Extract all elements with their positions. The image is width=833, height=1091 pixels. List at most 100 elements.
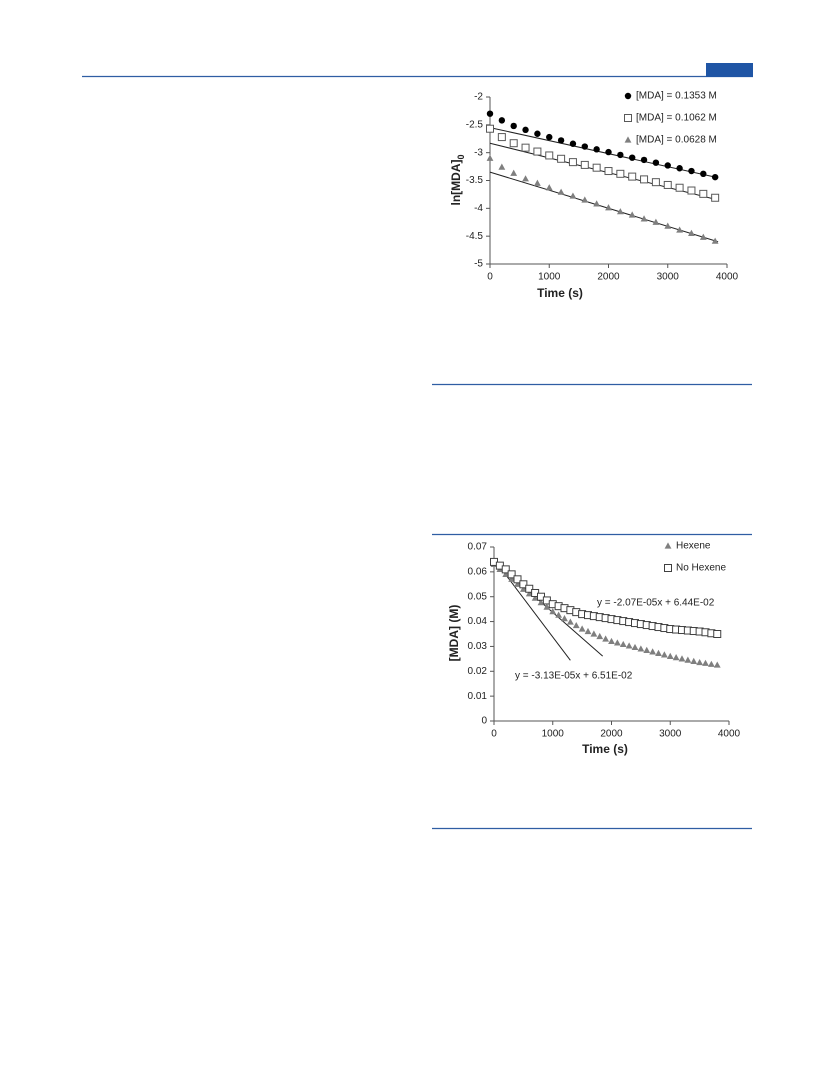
y-axis-title-main: [MDA] (M) xyxy=(447,605,461,662)
y-tick-label: -2 xyxy=(474,92,483,103)
y-tick-label: 0.02 xyxy=(468,666,488,677)
y-tick-label: 0.03 xyxy=(468,641,488,652)
marker-triangle xyxy=(605,204,612,211)
marker-triangle xyxy=(678,655,686,662)
y-tick-label: 0.05 xyxy=(468,591,488,602)
marker-triangle xyxy=(584,627,592,635)
x-tick-label: 1000 xyxy=(538,272,561,283)
marker-square xyxy=(651,178,660,187)
marker-triangle xyxy=(707,660,715,667)
marker-triangle xyxy=(688,229,695,236)
marker-circle xyxy=(522,126,529,134)
marker-square xyxy=(501,565,510,574)
marker-triangle xyxy=(531,594,539,601)
marker-square xyxy=(545,151,554,160)
marker-circle xyxy=(711,173,719,181)
marker-circle xyxy=(557,137,565,144)
y-tick-label: -4 xyxy=(474,203,483,214)
marker-square xyxy=(507,570,516,579)
marker-circle xyxy=(676,165,683,172)
marker-square xyxy=(675,183,684,192)
legend-label: No Hexene xyxy=(676,563,726,574)
marker-triangle xyxy=(502,570,510,577)
marker-square xyxy=(592,163,601,172)
marker-triangle xyxy=(569,192,577,199)
marker-triangle xyxy=(566,618,574,625)
marker-circle xyxy=(546,133,553,141)
marker-square xyxy=(513,575,522,584)
marker-triangle xyxy=(619,640,627,648)
marker-triangle xyxy=(628,211,636,218)
marker-circle xyxy=(534,130,541,137)
marker-triangle xyxy=(508,575,516,582)
y-tick-label: -3 xyxy=(474,147,483,158)
legend-marker xyxy=(664,564,672,572)
y-tick-label: -4.5 xyxy=(466,231,484,242)
legend-label: [MDA] = 0.1353 M xyxy=(636,91,717,102)
marker-triangle xyxy=(537,599,545,606)
y-tick-label: -5 xyxy=(474,259,483,270)
marker-triangle xyxy=(596,632,604,640)
marker-triangle xyxy=(684,656,692,663)
marker-circle xyxy=(629,154,636,161)
marker-triangle xyxy=(519,585,527,592)
marker-square xyxy=(616,169,625,178)
marker-square xyxy=(699,189,708,198)
marker-triangle xyxy=(578,625,586,632)
x-tick-label: 0 xyxy=(491,729,497,740)
y-tick-label: -2.5 xyxy=(466,119,484,130)
marker-triangle xyxy=(616,208,624,215)
marker-triangle xyxy=(608,637,615,645)
marker-triangle xyxy=(666,652,674,659)
y-tick-label: 0.07 xyxy=(468,542,488,553)
x-tick-label: 3000 xyxy=(659,729,682,740)
marker-triangle xyxy=(590,630,598,637)
y-tick-label: 0.04 xyxy=(468,616,488,627)
marker-circle xyxy=(569,140,577,147)
marker-triangle xyxy=(631,643,639,651)
marker-circle xyxy=(700,170,707,178)
legend-marker xyxy=(624,136,632,143)
marker-square xyxy=(519,580,528,589)
marker-circle xyxy=(664,162,671,169)
marker-triangle xyxy=(545,184,553,191)
y-tick-label: 0.06 xyxy=(468,566,488,577)
marker-square xyxy=(486,124,494,133)
marker-triangle xyxy=(581,196,589,203)
marker-triangle xyxy=(643,646,651,654)
marker-square xyxy=(568,158,577,167)
marker-square xyxy=(509,139,518,148)
marker-circle xyxy=(617,151,624,159)
legend-label: [MDA] = 0.1062 M xyxy=(636,113,717,124)
marker-square xyxy=(580,160,589,169)
x-tick-label: 4000 xyxy=(718,729,741,740)
y-axis-title: ln[MDA]0 xyxy=(449,155,466,206)
marker-triangle xyxy=(649,648,657,655)
x-axis-title: Time (s) xyxy=(582,742,628,756)
marker-triangle xyxy=(572,621,580,629)
y-tick-label: -3.5 xyxy=(466,175,484,186)
marker-circle xyxy=(605,148,612,156)
marker-square xyxy=(713,630,722,638)
marker-square xyxy=(497,133,506,142)
x-tick-label: 1000 xyxy=(542,729,565,740)
marker-triangle xyxy=(522,175,529,182)
marker-triangle xyxy=(711,237,719,244)
marker-circle xyxy=(688,167,695,175)
marker-triangle xyxy=(613,639,621,646)
x-tick-label: 0 xyxy=(487,272,493,283)
legend-marker xyxy=(664,542,672,549)
marker-triangle xyxy=(593,200,601,207)
marker-square xyxy=(687,186,696,195)
marker-square xyxy=(521,143,530,152)
marker-circle xyxy=(498,117,506,124)
marker-triangle xyxy=(690,657,698,664)
legend-marker xyxy=(624,92,632,100)
marker-triangle xyxy=(660,651,668,658)
x-tick-label: 2000 xyxy=(600,729,623,740)
marker-triangle xyxy=(652,218,660,225)
annotation: y = -3.13E-05x + 6.51E-02 xyxy=(515,671,633,682)
annotation: y = -2.07E-05x + 6.44E-02 xyxy=(597,598,715,609)
marker-triangle xyxy=(486,154,494,161)
marker-triangle xyxy=(625,642,633,649)
